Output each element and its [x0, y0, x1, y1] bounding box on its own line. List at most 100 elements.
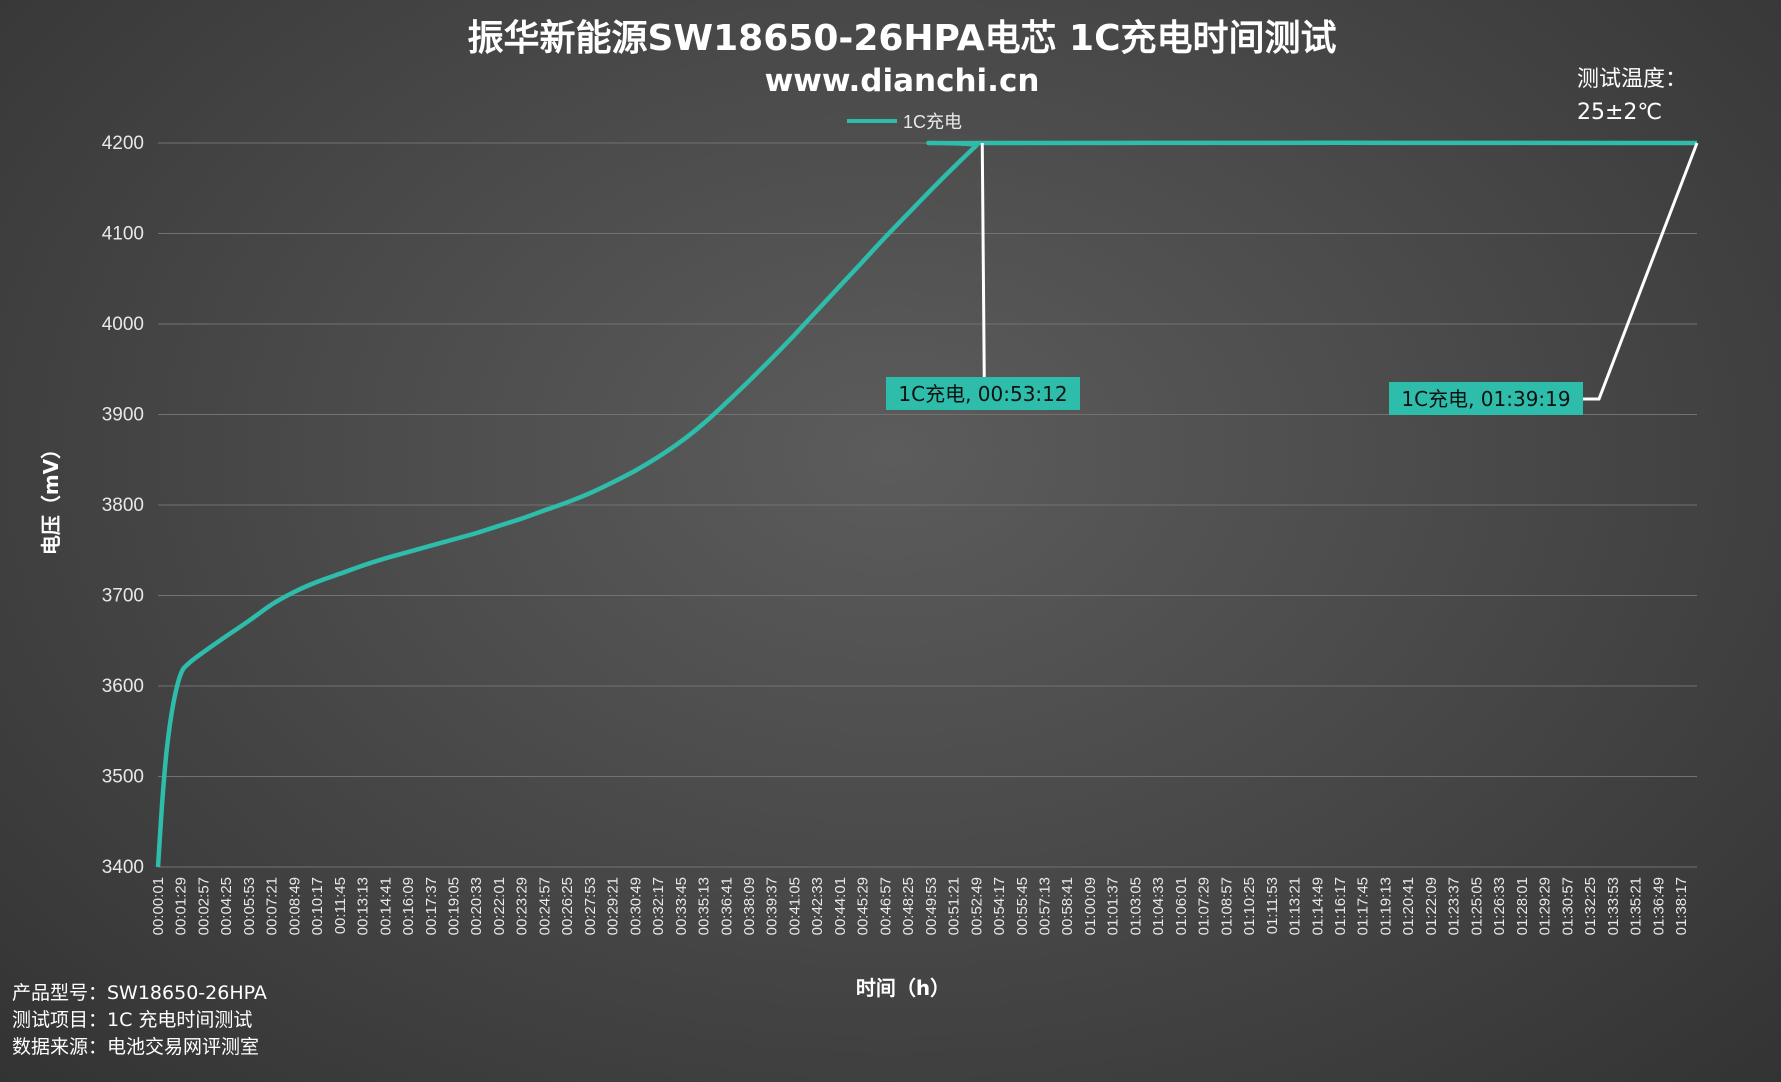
temperature-label: 测试温度：	[1577, 67, 1688, 92]
annotations: 1C充电, 00:53:12 1C充电, 01:39:19	[886, 142, 1699, 415]
temperature-note: 测试温度： 25±2℃	[1577, 63, 1687, 129]
x-tick-label: 00:42:33	[809, 877, 826, 935]
legend-label: 1C充电	[903, 112, 962, 132]
annotation-label: 1C充电, 00:53:12	[898, 382, 1067, 406]
x-tick-label: 00:13:13	[355, 877, 372, 935]
x-tick-label: 01:23:37	[1446, 877, 1463, 935]
x-tick-label: 01:00:09	[1082, 877, 1099, 935]
y-axis-label: 电压（mV）	[39, 439, 63, 555]
x-tick-label: 00:54:17	[991, 877, 1008, 935]
x-tick-label: 00:58:41	[1059, 877, 1076, 935]
x-tick-label: 01:32:25	[1582, 877, 1599, 935]
y-tick-label: 3500	[102, 767, 144, 788]
x-tick-label: 00:52:49	[968, 877, 985, 935]
x-tick-label: 00:26:25	[559, 877, 576, 935]
x-tick-label: 00:32:17	[650, 877, 667, 935]
x-tick-label: 01:19:13	[1377, 877, 1394, 935]
y-tick-label: 3800	[102, 495, 144, 516]
x-tick-label: 00:49:53	[923, 877, 940, 935]
x-tick-label: 01:03:05	[1127, 877, 1144, 935]
annotation-label: 1C充电, 01:39:19	[1401, 387, 1570, 411]
x-tick-label: 01:11:53	[1264, 877, 1281, 934]
gridlines	[158, 142, 1697, 868]
x-tick-label: 01:36:49	[1650, 877, 1667, 935]
x-tick-label: 01:06:01	[1173, 877, 1190, 935]
x-tick-label: 01:17:45	[1355, 877, 1372, 935]
x-tick-label: 00:57:13	[1037, 877, 1054, 935]
series-line-1c-charge	[155, 140, 1698, 868]
chart-subtitle: www.dianchi.cn	[765, 63, 1040, 99]
x-axis-label: 时间（h）	[856, 976, 950, 1000]
y-tick-label: 4000	[102, 314, 144, 335]
x-tick-label: 00:55:45	[1014, 877, 1031, 935]
x-tick-label: 00:14:41	[377, 877, 394, 935]
x-tick-label: 01:38:17	[1673, 877, 1690, 935]
chart-title: 振华新能源SW18650-26HPA电芯 1C充电时间测试	[468, 18, 1337, 59]
x-tick-label: 01:35:21	[1628, 877, 1645, 935]
x-tick-label: 00:04:25	[218, 877, 235, 935]
x-tick-label: 00:01:29	[173, 877, 190, 935]
annotation-leader-line	[1583, 142, 1699, 401]
x-tick-label: 00:48:25	[900, 877, 917, 935]
x-tick-label: 01:20:41	[1400, 877, 1417, 935]
x-tick-label: 01:13:21	[1287, 877, 1304, 935]
x-tick-label: 00:07:21	[264, 877, 281, 935]
x-tick-label: 00:22:01	[491, 877, 508, 935]
x-tick-label: 01:33:53	[1605, 877, 1622, 935]
x-tick-label: 00:05:53	[241, 877, 258, 935]
y-tick-label: 3700	[102, 586, 144, 607]
temperature-value: 25±2℃	[1577, 100, 1663, 125]
x-tick-label: 00:27:53	[582, 877, 599, 935]
x-tick-label: 00:10:17	[309, 877, 326, 935]
footer-source: 数据来源：电池交易网评测室	[12, 1036, 260, 1058]
x-tick-label: 00:29:21	[605, 877, 622, 935]
x-tick-label: 00:41:05	[786, 877, 803, 935]
x-tick-label: 00:38:09	[741, 877, 758, 935]
x-tick-label: 00:39:37	[764, 877, 781, 935]
x-tick-label: 01:29:29	[1537, 877, 1554, 935]
x-tick-label: 01:16:17	[1332, 877, 1349, 935]
footer-model: 产品型号：SW18650-26HPA	[12, 982, 267, 1004]
x-tick-label: 00:46:57	[877, 877, 894, 935]
x-tick-label: 00:00:01	[150, 877, 167, 935]
x-tick-label: 00:20:33	[468, 877, 485, 935]
x-tick-label: 00:23:29	[514, 877, 531, 935]
x-tick-label: 00:33:45	[673, 877, 690, 935]
x-tick-label: 01:04:33	[1150, 877, 1167, 935]
footer-item: 测试项目：1C 充电时间测试	[12, 1009, 253, 1031]
y-tick-label: 3600	[102, 676, 144, 697]
x-tick-label: 01:01:37	[1105, 877, 1122, 935]
x-axis-ticks: 00:00:01 00:01:29 00:02:57 00:04:25 00:05:53…	[150, 877, 1690, 935]
series-line-group	[155, 140, 1698, 868]
annotation-label-box	[1389, 382, 1583, 415]
x-tick-label: 01:26:33	[1491, 877, 1508, 935]
x-tick-label: 01:22:09	[1423, 877, 1440, 935]
annotation-leader-line	[980, 142, 986, 378]
x-tick-label: 01:30:57	[1559, 877, 1576, 935]
y-tick-label: 4100	[102, 224, 144, 245]
annotation-label-box	[886, 377, 1080, 410]
y-tick-label: 3900	[102, 405, 144, 426]
x-tick-label: 00:24:57	[536, 877, 553, 935]
x-tick-label: 00:44:01	[832, 877, 849, 935]
x-tick-label: 00:30:49	[627, 877, 644, 935]
x-tick-label: 01:28:01	[1514, 877, 1531, 935]
y-axis-ticks: 3400 3500 3600 3700 3800 3900 4000 4100 4200	[102, 133, 144, 878]
y-tick-label: 3400	[102, 857, 144, 878]
x-tick-label: 00:08:49	[286, 877, 303, 935]
x-tick-label: 01:07:29	[1196, 877, 1213, 935]
x-tick-label: 01:25:05	[1468, 877, 1485, 935]
x-tick-label: 01:08:57	[1218, 877, 1235, 935]
x-tick-label: 01:10:25	[1241, 877, 1258, 935]
x-tick-label: 00:19:05	[446, 877, 463, 935]
x-tick-label: 00:35:13	[696, 877, 713, 935]
legend: 1C充电	[847, 112, 962, 132]
x-tick-label: 00:16:09	[400, 877, 417, 935]
y-tick-label: 4200	[102, 133, 144, 154]
x-tick-label: 00:36:41	[718, 877, 735, 935]
x-tick-label: 00:11:45	[332, 877, 349, 934]
footer-info: 产品型号：SW18650-26HPA 测试项目：1C 充电时间测试 数据来源：电…	[12, 980, 267, 1061]
x-tick-label: 00:02:57	[195, 877, 212, 935]
x-tick-label: 00:17:37	[423, 877, 440, 935]
